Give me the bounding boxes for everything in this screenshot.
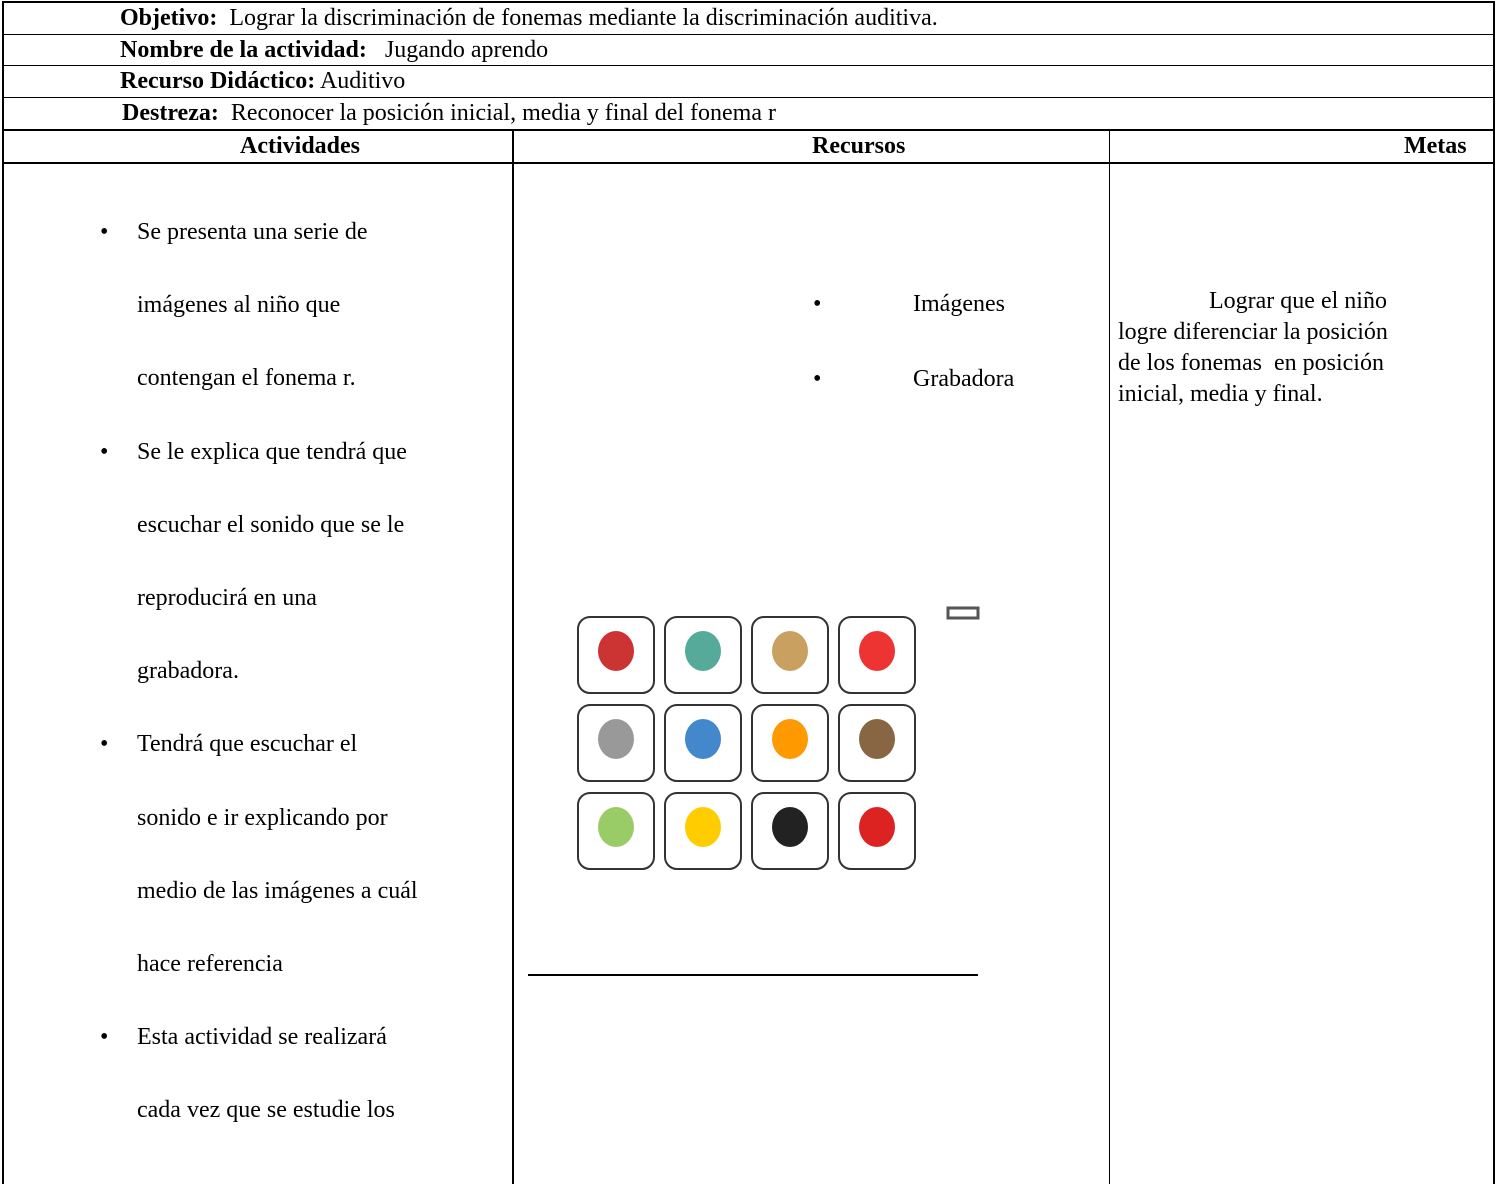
label: Objetivo: — [120, 5, 218, 31]
label: Destreza: — [122, 100, 219, 126]
row: Destreza: Reconocer la posición inicial,… — [122, 98, 776, 128]
column-header: Recursos — [812, 131, 905, 161]
text: Lograr la discriminación de fonemas medi… — [229, 5, 938, 31]
text: Auditivo — [319, 68, 406, 94]
activity-line: Esta actividad se realizará — [137, 1024, 387, 1051]
resource: Grabadora — [913, 366, 1015, 392]
activity-line: Se presenta una serie de — [137, 219, 368, 245]
goal-line: logre diferenciar la posición — [1118, 319, 1388, 345]
bullet: • — [100, 219, 109, 245]
icon — [598, 631, 634, 671]
bullet: • — [813, 366, 822, 392]
resource: Imágenes — [913, 291, 1005, 317]
pictogram-grid — [528, 606, 980, 976]
text: Recursos — [812, 133, 906, 159]
goal-line: de los fonemas en posición — [1118, 350, 1384, 376]
border — [2, 65, 1495, 66]
row: Objetivo: Lograr la discriminación de fo… — [120, 3, 938, 33]
icon — [772, 807, 808, 847]
border — [2, 129, 1495, 131]
bullet: • — [100, 438, 109, 465]
border — [1493, 1, 1495, 1184]
icon — [772, 719, 808, 759]
activity-line: Tendrá que escuchar el — [137, 731, 358, 758]
text: Jugando aprendo — [384, 37, 549, 63]
icon — [859, 807, 895, 847]
border — [2, 97, 1495, 98]
goal-line: Lograr que el niño — [1209, 288, 1387, 314]
activity-line: Se le explica que tendrá que — [137, 438, 407, 465]
row: Recurso Didáctico: Auditivo — [120, 66, 405, 96]
border — [2, 34, 1495, 35]
text: Actividades — [240, 133, 360, 159]
activity-line: medio de las imágenes a cuál — [137, 877, 418, 904]
icon — [685, 807, 721, 847]
bullet: • — [813, 291, 822, 317]
border — [2, 1, 1495, 3]
icon — [685, 719, 721, 759]
activity-line: sonido e ir explicando por — [137, 804, 388, 831]
border — [1109, 130, 1110, 1184]
border — [2, 1, 4, 1184]
activity-line: reproducirá en una — [137, 585, 317, 611]
activity-line: imágenes al niño que — [137, 292, 341, 319]
label: Nombre de la actividad: — [120, 37, 367, 63]
icon — [772, 631, 808, 671]
activity-line: grabadora. — [137, 658, 239, 685]
border — [2, 162, 1495, 164]
icon — [685, 631, 721, 671]
icon — [598, 719, 634, 759]
goal-line: inicial, media y final. — [1118, 381, 1323, 407]
column-header: Actividades — [240, 131, 360, 161]
activity-line: cada vez que se estudie los — [137, 1097, 395, 1124]
text: Reconocer la posición inicial, media y f… — [230, 100, 776, 126]
icon — [859, 631, 895, 671]
icon — [598, 807, 634, 847]
bullet: • — [100, 1024, 109, 1051]
border — [512, 130, 514, 1184]
activity-line: escuchar el sonido que se le — [137, 511, 405, 538]
icon — [859, 719, 895, 759]
row: Nombre de la actividad: Jugando aprendo — [120, 35, 548, 65]
bullet: • — [100, 731, 109, 758]
text: Metas — [1404, 133, 1467, 159]
activity-line: hace referencia — [137, 951, 283, 977]
column-header: Metas — [1404, 131, 1467, 161]
label: Recurso Didáctico: — [120, 68, 316, 94]
activity-line: contengan el fonema r. — [137, 365, 356, 392]
